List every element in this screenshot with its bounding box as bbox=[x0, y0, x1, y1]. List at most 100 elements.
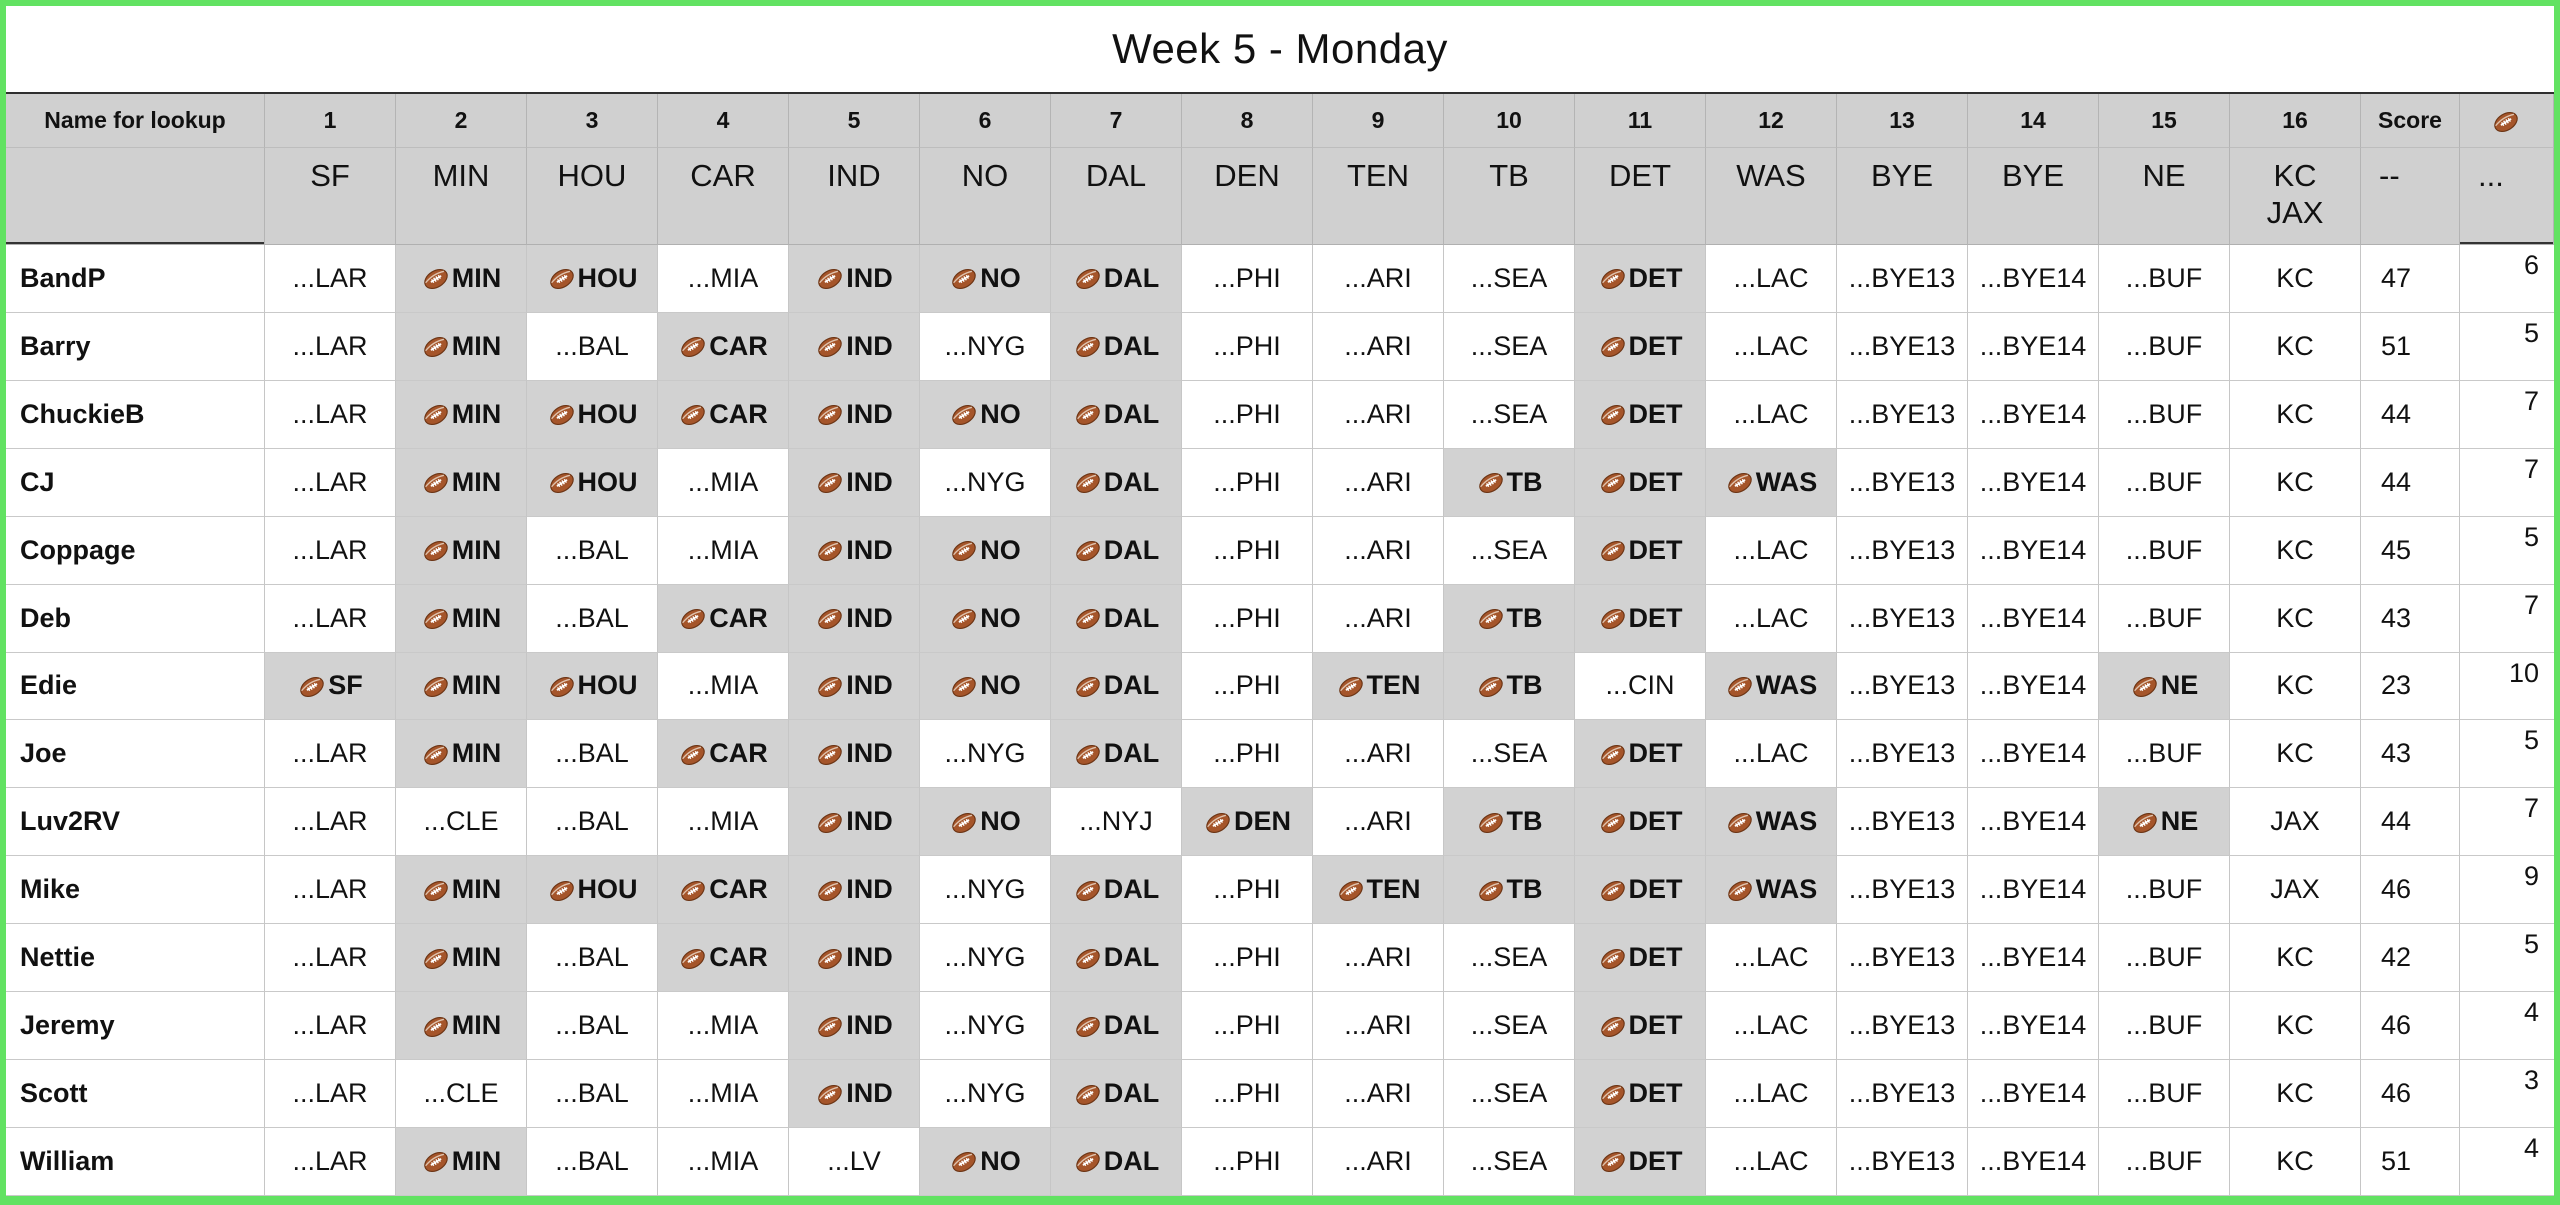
pick-cell-week-1[interactable]: ...LAR bbox=[265, 448, 396, 517]
tiebreak-cell[interactable]: 9 bbox=[2460, 856, 2554, 925]
pick-cell-week-7[interactable]: DAL bbox=[1051, 448, 1182, 517]
pick-cell-week-14[interactable]: ...BYE14 bbox=[1968, 584, 2099, 653]
pick-cell-week-9[interactable]: ...ARI bbox=[1313, 380, 1444, 449]
pick-cell-week-4[interactable]: CAR bbox=[658, 380, 789, 449]
pick-cell-week-5[interactable]: IND bbox=[789, 924, 920, 993]
pick-cell-week-5[interactable]: IND bbox=[789, 1060, 920, 1128]
pick-cell-week-6[interactable]: ...NYG bbox=[920, 992, 1051, 1061]
pick-cell-week-6[interactable]: NO bbox=[920, 516, 1051, 585]
header-team-3[interactable]: HOU bbox=[527, 148, 658, 245]
pick-cell-week-8[interactable]: ...PHI bbox=[1182, 992, 1313, 1061]
pick-cell-week-9[interactable]: ...ARI bbox=[1313, 1127, 1444, 1196]
header-score-sub[interactable]: -- bbox=[2361, 148, 2460, 245]
pick-cell-week-7[interactable]: DAL bbox=[1051, 584, 1182, 653]
pick-cell-week-4[interactable]: ...MIA bbox=[658, 652, 789, 721]
pick-cell-week-8[interactable]: ...PHI bbox=[1182, 652, 1313, 721]
pick-cell-week-14[interactable]: ...BYE14 bbox=[1968, 380, 2099, 449]
pick-cell-week-12[interactable]: WAS bbox=[1706, 652, 1837, 721]
pick-cell-week-2[interactable]: MIN bbox=[396, 652, 527, 721]
score-cell[interactable]: 46 bbox=[2361, 992, 2460, 1061]
pick-cell-week-11[interactable]: DET bbox=[1575, 380, 1706, 449]
pick-cell-week-7[interactable]: DAL bbox=[1051, 652, 1182, 721]
pick-cell-week-11[interactable]: DET bbox=[1575, 584, 1706, 653]
player-name[interactable]: Joe bbox=[6, 720, 265, 789]
pick-cell-week-8[interactable]: ...PHI bbox=[1182, 856, 1313, 925]
pick-cell-week-8[interactable]: DEN bbox=[1182, 788, 1313, 857]
pick-cell-week-5[interactable]: IND bbox=[789, 380, 920, 449]
header-week-4[interactable]: 4 bbox=[658, 94, 789, 148]
pick-cell-week-6[interactable]: ...NYG bbox=[920, 312, 1051, 381]
pick-cell-week-5[interactable]: IND bbox=[789, 652, 920, 721]
pick-cell-week-15[interactable]: ...BUF bbox=[2099, 856, 2230, 925]
pick-cell-week-15[interactable]: ...BUF bbox=[2099, 992, 2230, 1061]
pick-cell-week-15[interactable]: ...BUF bbox=[2099, 516, 2230, 585]
pick-cell-week-13[interactable]: ...BYE13 bbox=[1837, 245, 1968, 313]
pick-cell-week-14[interactable]: ...BYE14 bbox=[1968, 992, 2099, 1061]
pick-cell-week-3[interactable]: ...BAL bbox=[527, 312, 658, 381]
pick-cell-week-14[interactable]: ...BYE14 bbox=[1968, 448, 2099, 517]
score-cell[interactable]: 44 bbox=[2361, 380, 2460, 449]
pick-cell-week-16[interactable]: KC bbox=[2230, 992, 2361, 1061]
pick-cell-week-10[interactable]: ...SEA bbox=[1444, 992, 1575, 1061]
pick-cell-week-3[interactable]: ...BAL bbox=[527, 1127, 658, 1196]
header-football-column[interactable] bbox=[2460, 94, 2554, 148]
pick-cell-week-12[interactable]: ...LAC bbox=[1706, 584, 1837, 653]
pick-cell-week-5[interactable]: IND bbox=[789, 720, 920, 789]
pick-cell-week-13[interactable]: ...BYE13 bbox=[1837, 584, 1968, 653]
pick-cell-week-16[interactable]: JAX bbox=[2230, 856, 2361, 925]
pick-cell-week-10[interactable]: TB bbox=[1444, 856, 1575, 925]
pick-cell-week-8[interactable]: ...PHI bbox=[1182, 1060, 1313, 1128]
header-team-2[interactable]: MIN bbox=[396, 148, 527, 245]
pick-cell-week-13[interactable]: ...BYE13 bbox=[1837, 720, 1968, 789]
pick-cell-week-10[interactable]: ...SEA bbox=[1444, 245, 1575, 313]
header-football-sub[interactable]: ... bbox=[2460, 148, 2554, 245]
score-cell[interactable]: 51 bbox=[2361, 1127, 2460, 1196]
pick-cell-week-15[interactable]: ...BUF bbox=[2099, 245, 2230, 313]
score-cell[interactable]: 43 bbox=[2361, 584, 2460, 653]
player-name[interactable]: Scott bbox=[6, 1060, 265, 1128]
pick-cell-week-12[interactable]: WAS bbox=[1706, 788, 1837, 857]
pick-cell-week-15[interactable]: ...BUF bbox=[2099, 924, 2230, 993]
tiebreak-cell[interactable]: 4 bbox=[2460, 1127, 2554, 1196]
pick-cell-week-16[interactable]: KC bbox=[2230, 584, 2361, 653]
header-week-10[interactable]: 10 bbox=[1444, 94, 1575, 148]
pick-cell-week-2[interactable]: MIN bbox=[396, 448, 527, 517]
pick-cell-week-11[interactable]: DET bbox=[1575, 245, 1706, 313]
pick-cell-week-10[interactable]: TB bbox=[1444, 584, 1575, 653]
pick-cell-week-3[interactable]: HOU bbox=[527, 448, 658, 517]
header-team-12[interactable]: WAS bbox=[1706, 148, 1837, 245]
pick-cell-week-5[interactable]: IND bbox=[789, 584, 920, 653]
pick-cell-week-14[interactable]: ...BYE14 bbox=[1968, 245, 2099, 313]
score-cell[interactable]: 44 bbox=[2361, 448, 2460, 517]
pick-cell-week-1[interactable]: ...LAR bbox=[265, 924, 396, 993]
player-name[interactable]: Barry bbox=[6, 312, 265, 381]
header-week-11[interactable]: 11 bbox=[1575, 94, 1706, 148]
pick-cell-week-3[interactable]: ...BAL bbox=[527, 788, 658, 857]
header-week-1[interactable]: 1 bbox=[265, 94, 396, 148]
pick-cell-week-11[interactable]: DET bbox=[1575, 448, 1706, 517]
pick-cell-week-8[interactable]: ...PHI bbox=[1182, 245, 1313, 313]
pick-cell-week-13[interactable]: ...BYE13 bbox=[1837, 516, 1968, 585]
pick-cell-week-1[interactable]: SF bbox=[265, 652, 396, 721]
pick-cell-week-16[interactable]: KC bbox=[2230, 245, 2361, 313]
pick-cell-week-15[interactable]: NE bbox=[2099, 652, 2230, 721]
pick-cell-week-3[interactable]: HOU bbox=[527, 380, 658, 449]
pick-cell-week-3[interactable]: ...BAL bbox=[527, 992, 658, 1061]
player-name[interactable]: CJ bbox=[6, 448, 265, 517]
pick-cell-week-12[interactable]: ...LAC bbox=[1706, 1060, 1837, 1128]
tiebreak-cell[interactable]: 7 bbox=[2460, 380, 2554, 449]
header-week-3[interactable]: 3 bbox=[527, 94, 658, 148]
pick-cell-week-1[interactable]: ...LAR bbox=[265, 1127, 396, 1196]
pick-cell-week-3[interactable]: HOU bbox=[527, 245, 658, 313]
pick-cell-week-8[interactable]: ...PHI bbox=[1182, 448, 1313, 517]
pick-cell-week-9[interactable]: ...ARI bbox=[1313, 720, 1444, 789]
score-cell[interactable]: 47 bbox=[2361, 245, 2460, 313]
header-team-13[interactable]: BYE bbox=[1837, 148, 1968, 245]
pick-cell-week-5[interactable]: IND bbox=[789, 448, 920, 517]
header-week-16[interactable]: 16 bbox=[2230, 94, 2361, 148]
pick-cell-week-4[interactable]: ...MIA bbox=[658, 448, 789, 517]
tiebreak-cell[interactable]: 4 bbox=[2460, 992, 2554, 1061]
header-team-7[interactable]: DAL bbox=[1051, 148, 1182, 245]
pick-cell-week-12[interactable]: ...LAC bbox=[1706, 720, 1837, 789]
pick-cell-week-4[interactable]: ...MIA bbox=[658, 1127, 789, 1196]
